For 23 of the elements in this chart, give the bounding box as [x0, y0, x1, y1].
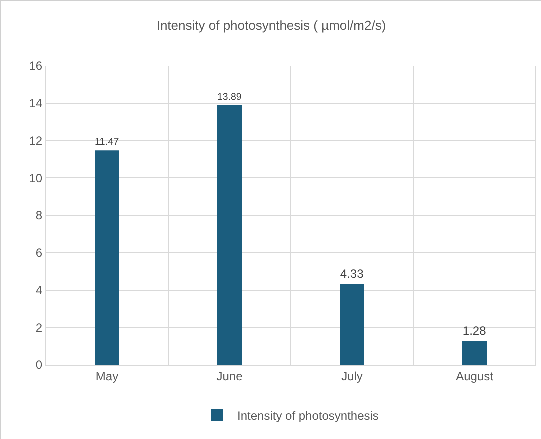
x-tick-label: June — [216, 369, 244, 384]
bar — [95, 150, 120, 365]
x-tick-label: July — [342, 369, 363, 384]
bar — [218, 105, 242, 365]
bar — [462, 341, 487, 365]
data-label: 4.33 — [340, 267, 364, 282]
data-label: 11.47 — [95, 137, 120, 148]
bar — [340, 284, 364, 365]
y-tick-label: 16 — [29, 59, 43, 74]
chart-title: Intensity of photosynthesis ( µmol/m2/s) — [156, 18, 386, 33]
x-tick-label: August — [456, 369, 494, 384]
y-tick-label: 14 — [29, 96, 43, 111]
y-tick-label: 2 — [36, 320, 43, 335]
y-tick-label: 8 — [36, 208, 43, 223]
y-tick-label: 4 — [36, 283, 43, 298]
data-label: 1.28 — [462, 324, 487, 338]
y-tick-label: 10 — [29, 171, 43, 186]
legend-label: Intensity of photosynthesis — [238, 409, 379, 424]
x-tick-label: May — [96, 369, 119, 384]
data-label: 13.89 — [218, 92, 242, 104]
y-tick-label: 6 — [36, 246, 43, 260]
y-tick-label: 12 — [29, 134, 43, 148]
y-tick-label: 0 — [36, 358, 43, 372]
